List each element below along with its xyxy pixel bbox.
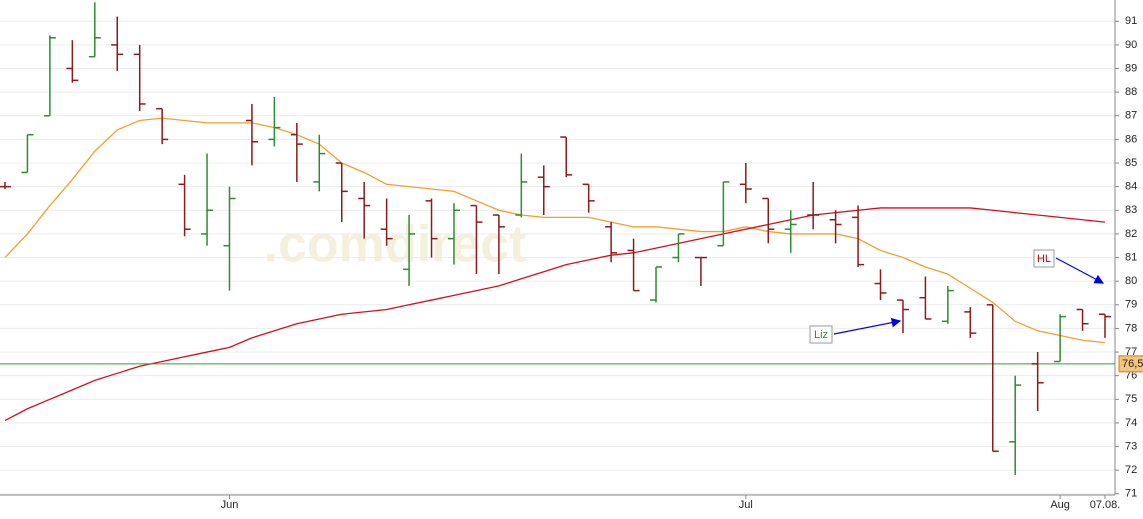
annotation-box bbox=[809, 325, 833, 344]
y-tick-label: 75 bbox=[1125, 393, 1137, 405]
annotation-arrow bbox=[833, 317, 902, 335]
y-tick-label: 82 bbox=[1125, 228, 1137, 240]
y-tick-label: 78 bbox=[1125, 322, 1137, 334]
y-tick-label: 73 bbox=[1125, 440, 1137, 452]
y-tick-label: 87 bbox=[1125, 110, 1137, 122]
x-tick-label: Aug bbox=[1050, 499, 1070, 511]
annotation-arrow bbox=[1055, 257, 1105, 284]
y-tick-label: 89 bbox=[1125, 62, 1137, 74]
moving-average bbox=[4, 207, 1106, 422]
y-tick-label: 81 bbox=[1125, 251, 1137, 263]
annotation-box bbox=[1033, 249, 1055, 268]
annotation-label: HL bbox=[1037, 253, 1051, 265]
y-tick-label: 88 bbox=[1125, 86, 1137, 98]
moving-average bbox=[4, 117, 1106, 344]
y-tick-label: 85 bbox=[1125, 157, 1137, 169]
y-tick-label: 79 bbox=[1125, 299, 1137, 311]
price-label: 76,5 bbox=[1122, 358, 1143, 370]
x-tick-label: Jun bbox=[221, 499, 239, 511]
y-tick-label: 83 bbox=[1125, 204, 1137, 216]
y-tick-label: 77 bbox=[1125, 346, 1137, 358]
watermark: .comdirect bbox=[264, 216, 527, 274]
y-tick-label: 74 bbox=[1125, 417, 1137, 429]
y-tick-label: 80 bbox=[1125, 275, 1137, 287]
y-tick-label: 72 bbox=[1125, 464, 1137, 476]
y-tick-label: 86 bbox=[1125, 133, 1137, 145]
price-label-box bbox=[1118, 355, 1143, 373]
y-tick-label: 90 bbox=[1125, 39, 1137, 51]
x-tick-label: 07.08. bbox=[1090, 499, 1121, 511]
y-tick-label: 84 bbox=[1125, 181, 1137, 193]
annotation-label: Liz bbox=[814, 329, 828, 341]
x-tick-label: Jul bbox=[739, 499, 753, 511]
y-tick-label: 91 bbox=[1125, 15, 1137, 27]
y-tick-label: 71 bbox=[1125, 488, 1137, 500]
y-tick-label: 76 bbox=[1125, 370, 1137, 382]
